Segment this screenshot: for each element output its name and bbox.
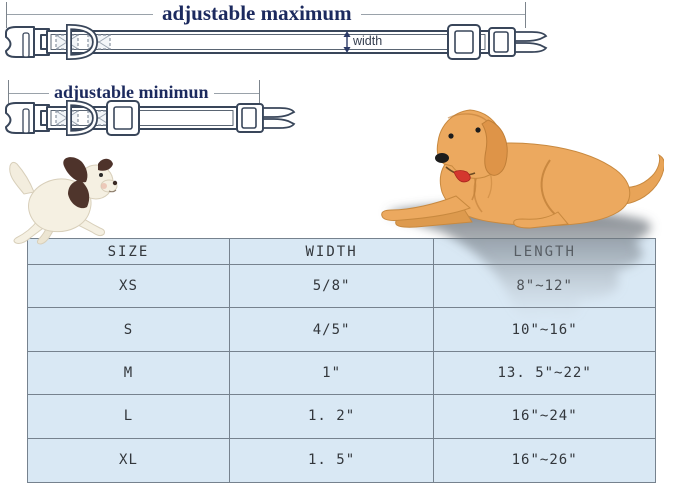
puppy-neck-patch (68, 180, 90, 209)
dog-nose (435, 153, 449, 163)
table-cell-length: 13. 5"~22" (434, 352, 655, 396)
measure-line (9, 92, 49, 94)
adjustable-minimum-label: adjustable minimun (54, 81, 209, 102)
table-header-length: LENGTH (434, 239, 655, 265)
puppy-mouth (108, 189, 117, 193)
table-header-size: SIZE (28, 239, 230, 265)
puppy-body (28, 178, 92, 233)
adjustable-maximum-annotation: adjustable maximum (6, 1, 526, 28)
puppy-ear (63, 157, 88, 183)
table-cell-width: 4/5" (229, 308, 435, 352)
table-cell-width: 1" (229, 351, 435, 396)
puppy-blush (101, 183, 107, 189)
adjustable-maximum-label: adjustable maximum (162, 1, 352, 25)
buckle-slot (22, 108, 30, 134)
table-cell-size: L (28, 395, 230, 439)
measure-tick-right (525, 1, 526, 28)
puppy-snout (100, 179, 118, 193)
puppy-head (78, 164, 114, 200)
table-cell-length: 8"~12" (434, 265, 655, 309)
dog-eye (448, 133, 454, 139)
table-cell-length: 10"~16" (434, 308, 655, 352)
table-cell-size: XL (28, 438, 230, 482)
dog-body (439, 142, 631, 227)
table-cell-length: 16"~24" (434, 395, 655, 439)
table-cell-width: 5/8" (229, 265, 435, 309)
buckle-prong (262, 118, 296, 129)
puppy-ear-back (98, 158, 113, 171)
dog-tail (612, 153, 664, 205)
measure-tick-right (259, 80, 260, 106)
table-cell-size: M (28, 351, 230, 396)
table-cell-width: 1. 2" (229, 395, 435, 439)
size-table: SIZE WIDTH LENGTH XS 5/8" 8"~12" S 4/5" … (27, 238, 656, 483)
buckle-prong (262, 107, 296, 118)
buckle-female (5, 102, 35, 134)
white-puppy-illustration (9, 157, 118, 245)
dog-head (436, 109, 505, 179)
buckle-female (5, 26, 35, 58)
dog-front-leg (381, 195, 471, 221)
dog-mouth (445, 166, 476, 176)
buckle-prong (514, 31, 548, 42)
puppy-eye (99, 173, 103, 177)
measure-line (7, 14, 153, 15)
dog-hind-paw (513, 211, 569, 229)
table-cell-width: 1. 5" (230, 438, 435, 482)
dog-ear (481, 119, 508, 176)
dog-front-leg (395, 205, 473, 228)
adjustable-minimum-annotation: adjustable minimun (8, 80, 260, 106)
measure-tick-left (8, 80, 9, 106)
collar-diagram-minimum (5, 99, 296, 137)
puppy-nose (112, 180, 118, 186)
table-header-width: WIDTH (229, 239, 435, 265)
table-cell-length: 16"~26" (511, 452, 578, 469)
table-cell-size: S (28, 308, 230, 352)
dog-tongue (453, 170, 471, 183)
width-dimension-label: width (353, 34, 383, 48)
table-cell-size: XS (28, 265, 230, 309)
measure-line (213, 92, 259, 94)
buckle-prong (514, 42, 548, 53)
measure-tick-left (6, 1, 7, 28)
puppy-tail (9, 161, 35, 195)
width-arrow-icon (343, 31, 351, 53)
measure-line (360, 14, 525, 15)
puppy-front-leg (67, 211, 105, 237)
collar-diagram-maximum (5, 23, 548, 61)
dog-eye (475, 127, 481, 133)
buckle-slot (22, 32, 30, 58)
